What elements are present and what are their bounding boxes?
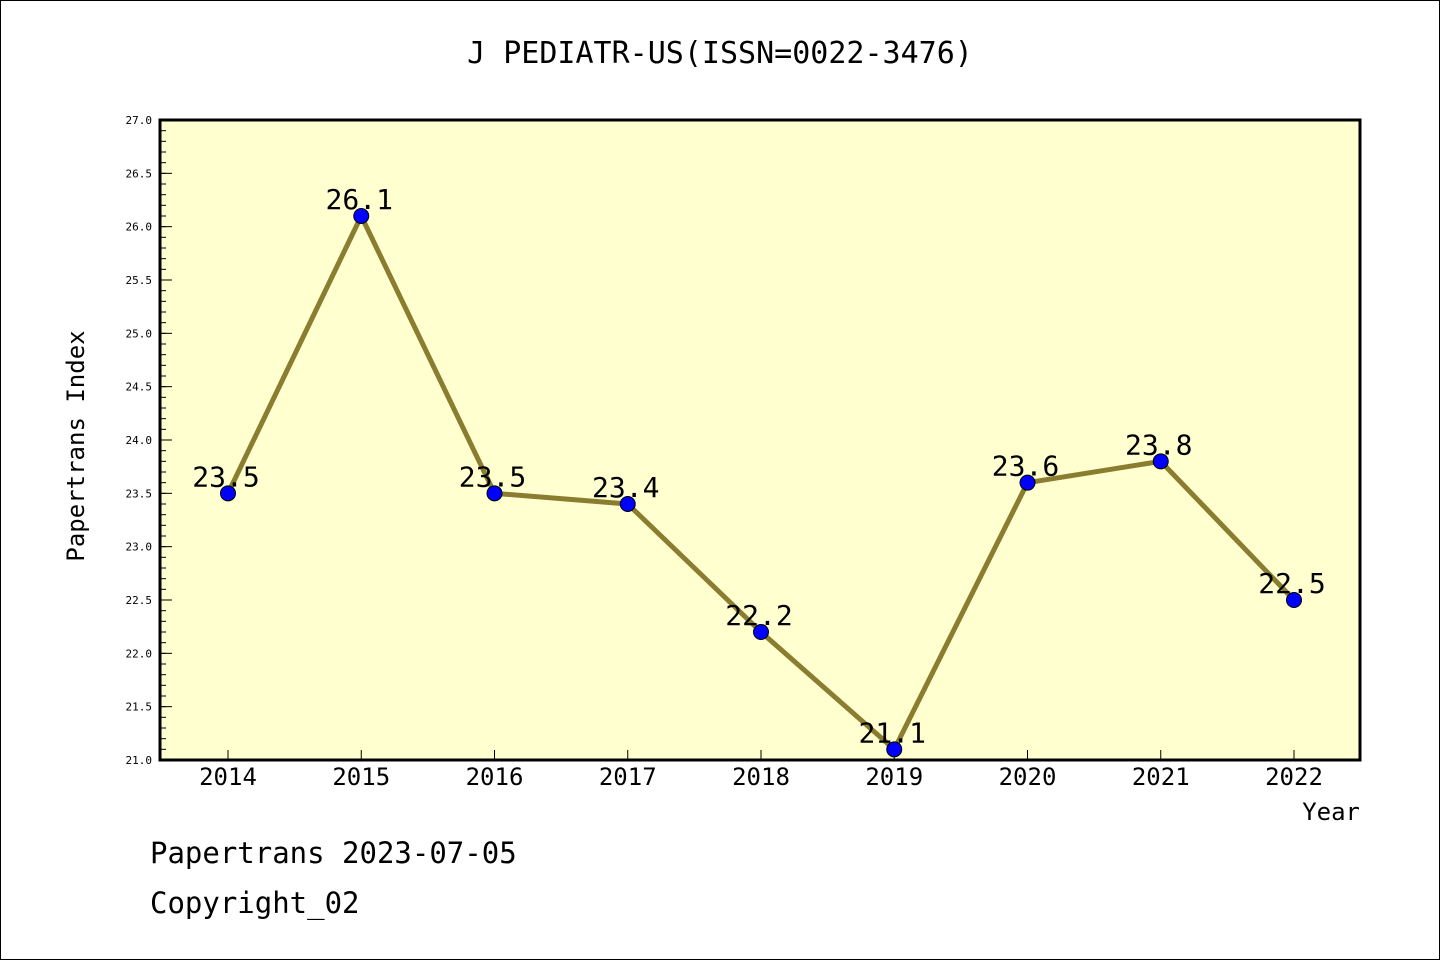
x-tick-label: 2019 (865, 763, 923, 791)
data-point (1286, 592, 1302, 608)
footer-date: Papertrans 2023-07-05 (150, 836, 517, 870)
data-label: 26.1 (326, 183, 393, 216)
data-label: 23.5 (192, 460, 259, 493)
data-point (486, 485, 503, 502)
data-point (886, 741, 903, 758)
y-tick-label: 25.5 (126, 274, 153, 287)
data-point (1152, 453, 1169, 470)
chart-title: J PEDIATR-US(ISSN=0022-3476) (467, 36, 973, 71)
x-tick-label: 2015 (332, 763, 390, 791)
data-point (1019, 474, 1036, 491)
data-markers (220, 208, 1302, 758)
plot-border (158, 118, 1362, 762)
y-tick-label: 22.0 (126, 647, 153, 660)
x-tick-label: 2020 (999, 763, 1057, 791)
data-label: 23.6 (992, 450, 1059, 483)
footer-copyright: Copyright_02 (150, 886, 360, 920)
x-tick-label: 2018 (732, 763, 790, 791)
y-axis-ticks: 21.0 21.5 22.0 22.5 23.0 23.5 24.0 24.5 25.0 25.5… (126, 114, 172, 767)
plot-area (160, 120, 1360, 760)
y-tick-label: 24.5 (126, 381, 153, 394)
y-tick-label: 25.0 (126, 327, 153, 340)
data-point (353, 208, 370, 224)
x-tick-label: 2021 (1132, 763, 1190, 791)
x-tick-label: 2022 (1265, 763, 1323, 791)
data-point (753, 624, 769, 640)
data-label: 23.4 (592, 471, 659, 504)
y-tick-label: 22.5 (126, 594, 153, 607)
y-tick-label: 23.0 (126, 541, 153, 554)
y-tick-label: 26.5 (126, 167, 153, 180)
data-label: 23.5 (459, 460, 526, 493)
y-tick-label: 27.0 (126, 114, 153, 127)
data-labels: 23.5 26.1 23.5 23.4 22.2 21.1 23.6 23.8 22.5 (192, 183, 1325, 749)
x-tick-label: 2016 (466, 763, 524, 791)
x-tick-label: 2014 (199, 763, 257, 791)
y-tick-label: 21.5 (126, 701, 153, 714)
data-label: 23.8 (1125, 428, 1192, 461)
x-axis-ticks: 2014 2015 2016 2017 2018 2019 2020 2021 2022 (199, 750, 1323, 791)
y-tick-label: 24.0 (126, 434, 153, 447)
data-point (220, 485, 236, 502)
data-point (619, 496, 636, 512)
data-label: 21.1 (859, 716, 926, 749)
y-tick-label: 23.5 (126, 487, 153, 500)
x-axis-label: Year (1302, 798, 1360, 826)
y-axis-label: Papertrans Index (62, 330, 90, 561)
x-tick-label: 2017 (599, 763, 657, 791)
data-label: 22.2 (725, 599, 792, 632)
y-tick-label: 26.0 (126, 221, 153, 234)
data-label: 22.5 (1258, 567, 1325, 600)
y-tick-label: 21.0 (126, 754, 153, 767)
